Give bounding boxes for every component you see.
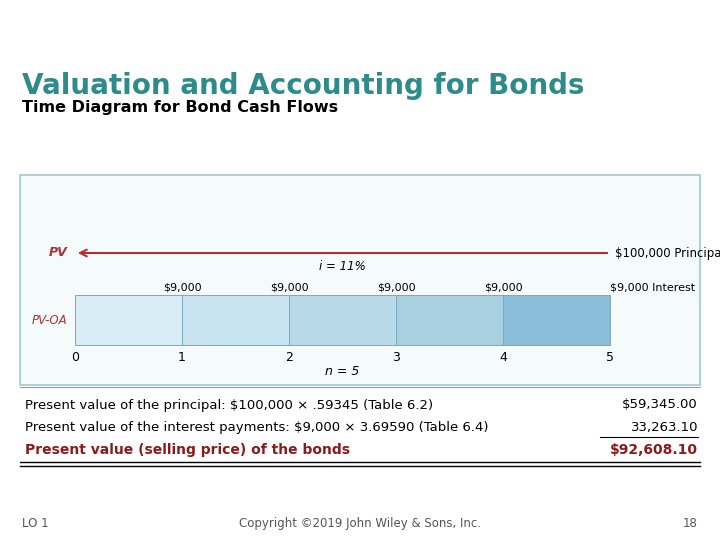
Text: Valuation and Accounting for Bonds: Valuation and Accounting for Bonds <box>22 72 585 100</box>
Text: i = 11%: i = 11% <box>319 260 366 273</box>
Text: Copyright ©2019 John Wiley & Sons, Inc.: Copyright ©2019 John Wiley & Sons, Inc. <box>239 517 481 530</box>
FancyBboxPatch shape <box>20 175 700 385</box>
Bar <box>182 295 289 345</box>
Bar <box>289 295 396 345</box>
Text: Present value of the principal: $100,000 × .59345 (Table 6.2): Present value of the principal: $100,000… <box>25 399 433 411</box>
Text: 18: 18 <box>683 517 698 530</box>
Text: LO 1: LO 1 <box>22 517 49 530</box>
Text: 5: 5 <box>606 351 614 364</box>
Text: Present value of the interest payments: $9,000 × 3.69590 (Table 6.4): Present value of the interest payments: … <box>25 422 488 435</box>
Text: $9,000: $9,000 <box>270 282 308 292</box>
Text: 4: 4 <box>499 351 507 364</box>
Bar <box>75 295 182 345</box>
Text: PV-OA: PV-OA <box>32 314 67 327</box>
Text: $9,000: $9,000 <box>163 282 202 292</box>
Text: $9,000 Interest: $9,000 Interest <box>610 282 695 292</box>
Text: 0: 0 <box>71 351 79 364</box>
Text: 2: 2 <box>285 351 293 364</box>
Text: 1: 1 <box>178 351 186 364</box>
Text: 3: 3 <box>392 351 400 364</box>
Text: $92,608.10: $92,608.10 <box>610 443 698 457</box>
Text: $9,000: $9,000 <box>377 282 415 292</box>
Text: Time Diagram for Bond Cash Flows: Time Diagram for Bond Cash Flows <box>22 100 338 115</box>
Text: $100,000 Principal: $100,000 Principal <box>615 246 720 260</box>
Text: PV: PV <box>48 246 67 260</box>
Text: 33,263.10: 33,263.10 <box>631 422 698 435</box>
Text: $59,345.00: $59,345.00 <box>622 399 698 411</box>
Text: $9,000: $9,000 <box>484 282 522 292</box>
Bar <box>396 295 503 345</box>
Text: n = 5: n = 5 <box>325 365 360 378</box>
Text: Present value (selling price) of the bonds: Present value (selling price) of the bon… <box>25 443 350 457</box>
Bar <box>503 295 610 345</box>
